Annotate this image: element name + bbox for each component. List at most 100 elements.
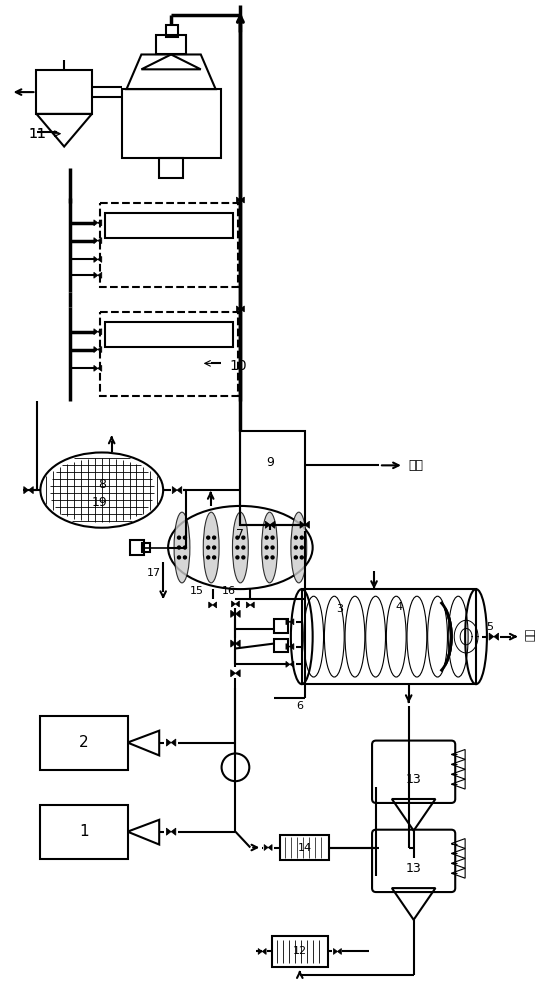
Circle shape [300, 546, 303, 549]
Ellipse shape [203, 512, 219, 583]
Polygon shape [209, 602, 213, 608]
Polygon shape [262, 948, 266, 954]
Bar [100, 203, 238, 287]
Polygon shape [94, 256, 98, 262]
Circle shape [295, 556, 297, 559]
Polygon shape [338, 948, 341, 954]
Circle shape [300, 536, 303, 539]
Text: 7: 7 [237, 528, 244, 541]
Ellipse shape [233, 512, 248, 583]
Polygon shape [166, 739, 171, 746]
Bar [302, 589, 476, 684]
Bar [105, 213, 233, 238]
Text: 16: 16 [222, 586, 235, 596]
Text: 6: 6 [296, 701, 304, 711]
Polygon shape [230, 640, 235, 647]
Text: 8: 8 [98, 478, 106, 491]
Bar [272, 936, 328, 967]
Polygon shape [94, 347, 98, 352]
Circle shape [242, 556, 245, 559]
Text: 17: 17 [147, 568, 161, 578]
Polygon shape [258, 948, 262, 954]
Circle shape [242, 546, 245, 549]
Bar [274, 639, 288, 652]
Text: 10: 10 [229, 359, 247, 373]
Polygon shape [98, 272, 102, 278]
Bar [105, 322, 233, 347]
Circle shape [295, 546, 297, 549]
Polygon shape [240, 197, 244, 203]
Polygon shape [290, 661, 294, 667]
Circle shape [271, 546, 274, 549]
Polygon shape [270, 521, 275, 528]
Polygon shape [28, 487, 33, 494]
Polygon shape [286, 661, 290, 667]
Circle shape [236, 556, 239, 559]
Polygon shape [166, 828, 171, 835]
Bar [40, 805, 128, 859]
Polygon shape [237, 197, 240, 203]
Text: 15: 15 [190, 586, 204, 596]
Circle shape [184, 546, 186, 549]
Polygon shape [230, 670, 235, 677]
Circle shape [236, 546, 239, 549]
Polygon shape [98, 365, 102, 371]
Bar [156, 35, 186, 54]
Polygon shape [240, 306, 244, 312]
Polygon shape [213, 602, 217, 608]
Text: 11: 11 [28, 127, 46, 141]
Polygon shape [235, 610, 240, 617]
Text: 过滤: 过滤 [526, 628, 536, 641]
Polygon shape [232, 601, 235, 607]
Bar [122, 89, 220, 158]
Polygon shape [177, 487, 182, 494]
Bar [166, 25, 178, 37]
Polygon shape [305, 521, 310, 528]
Circle shape [236, 536, 239, 539]
Polygon shape [24, 487, 28, 494]
Polygon shape [98, 329, 102, 335]
Text: 13: 13 [406, 773, 421, 786]
Text: 14: 14 [297, 843, 312, 853]
Polygon shape [171, 828, 176, 835]
Polygon shape [98, 347, 102, 352]
Polygon shape [268, 845, 272, 850]
Bar [240, 431, 305, 525]
Circle shape [206, 536, 210, 539]
Polygon shape [300, 521, 305, 528]
Ellipse shape [174, 512, 190, 583]
Circle shape [300, 556, 303, 559]
Polygon shape [94, 238, 98, 244]
Bar [142, 543, 150, 552]
Polygon shape [266, 521, 270, 528]
Ellipse shape [262, 512, 277, 583]
Text: 19: 19 [92, 496, 108, 509]
Circle shape [213, 556, 215, 559]
Circle shape [177, 556, 180, 559]
Text: 1: 1 [79, 824, 89, 839]
Text: 2: 2 [79, 735, 89, 750]
Polygon shape [94, 272, 98, 278]
Circle shape [177, 536, 180, 539]
Text: 干燥: 干燥 [408, 459, 424, 472]
Bar [274, 619, 288, 633]
Polygon shape [94, 329, 98, 335]
Circle shape [242, 536, 245, 539]
Polygon shape [230, 610, 235, 617]
Polygon shape [235, 670, 240, 677]
Circle shape [206, 556, 210, 559]
Text: 5: 5 [487, 622, 493, 632]
Polygon shape [494, 633, 499, 640]
Text: 11: 11 [28, 127, 46, 141]
Circle shape [213, 536, 215, 539]
Circle shape [177, 546, 180, 549]
Polygon shape [98, 220, 102, 226]
Text: 9: 9 [266, 456, 274, 469]
Circle shape [265, 546, 268, 549]
Circle shape [213, 546, 215, 549]
Polygon shape [235, 601, 239, 607]
Circle shape [265, 556, 268, 559]
Text: 3: 3 [336, 604, 343, 614]
Polygon shape [98, 256, 102, 262]
Bar [131, 540, 145, 555]
